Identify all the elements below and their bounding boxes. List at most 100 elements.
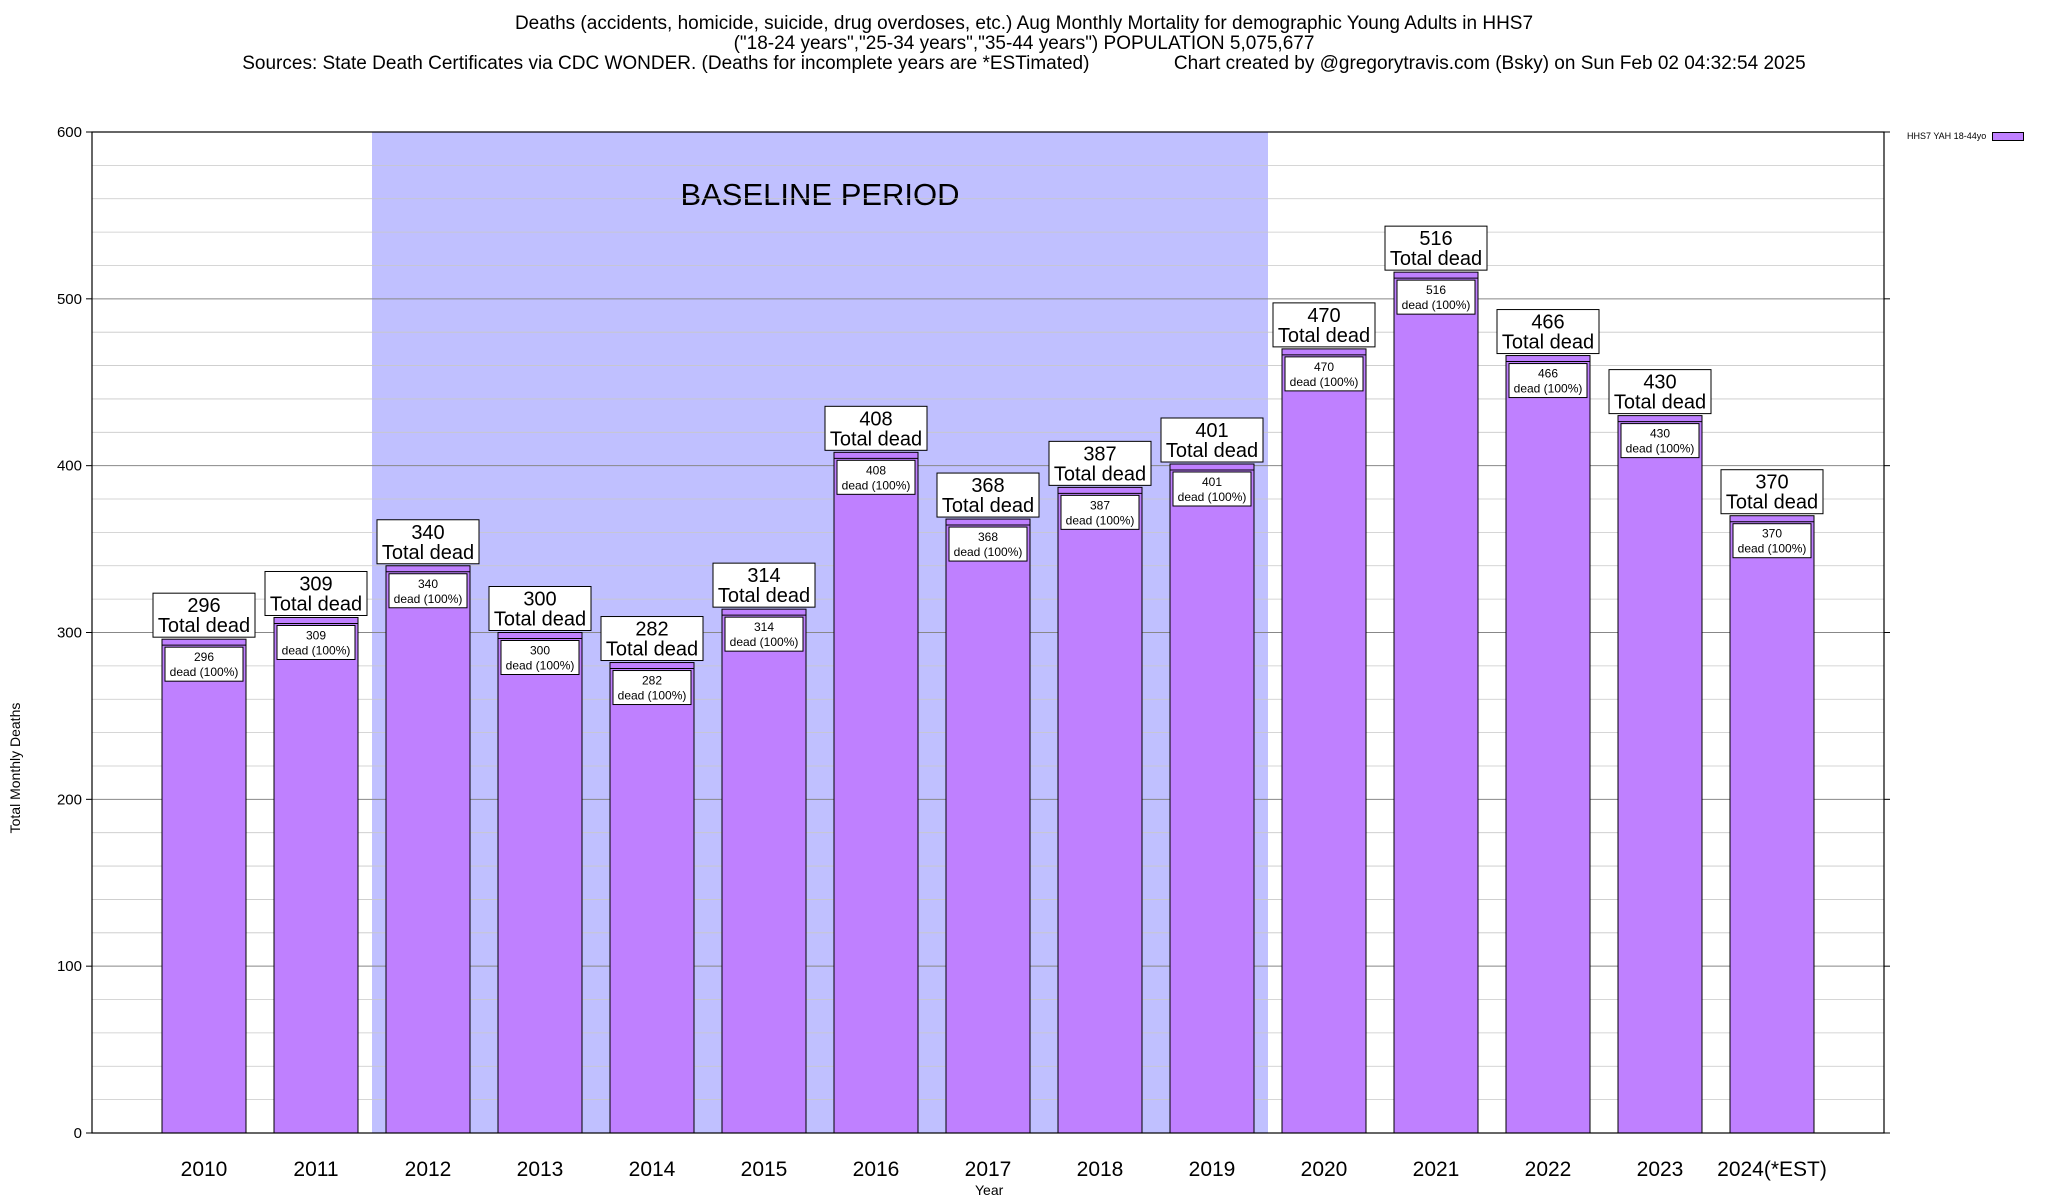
- bar-inner-label-box: [724, 616, 804, 652]
- bar-total-text: Total dead: [1726, 492, 1818, 514]
- bar: [161, 638, 247, 1134]
- plot-frame: [91, 131, 1885, 1134]
- x-tick-label: 2016: [853, 1158, 900, 1181]
- bar-inner-label-box: [1060, 494, 1140, 530]
- bar-total-label-box: [824, 405, 928, 451]
- bar-total-value: 340: [411, 522, 444, 544]
- bar-total-label-box: [1272, 302, 1376, 348]
- bar-total-text: Total dead: [270, 593, 362, 615]
- bar-inner-value: 368: [978, 530, 998, 544]
- y-tick-label: 600: [57, 124, 82, 141]
- bar-inner-percent: dead (100%): [170, 665, 239, 679]
- bar-inner-label-box: [1172, 471, 1252, 507]
- bar-total-label-box: [152, 592, 256, 638]
- bar-inner-label-box: [836, 459, 916, 495]
- bar-inner-value: 466: [1538, 367, 1558, 381]
- bar-total-label-box: [1720, 469, 1824, 515]
- bar-inner-value: 340: [418, 577, 438, 591]
- x-tick-label: 2011: [293, 1158, 338, 1181]
- bar: [833, 451, 919, 1134]
- bar-inner-label-box: [612, 670, 692, 706]
- x-tick-label: 2021: [1413, 1158, 1460, 1181]
- bar: [273, 616, 359, 1134]
- bar-total-text: Total dead: [606, 639, 698, 661]
- chart-title-line-2: ("18-24 years","25-34 years","35-44 year…: [733, 33, 1315, 54]
- bar-inner-label-box: [1396, 279, 1476, 315]
- bar-inner-percent: dead (100%): [1066, 513, 1135, 527]
- bar-inner-label-box: [1732, 523, 1812, 559]
- bar-inner-value: 401: [1202, 475, 1222, 489]
- bar-total-label-box: [264, 570, 368, 616]
- y-tick-label: 400: [57, 458, 82, 475]
- bar-inner-percent: dead (100%): [1290, 375, 1359, 389]
- bar-total-value: 387: [1083, 443, 1116, 465]
- bar-inner-percent: dead (100%): [394, 592, 463, 606]
- bar-total-value: 368: [971, 475, 1004, 497]
- bar-inner-value: 370: [1762, 527, 1782, 541]
- x-tick-label: 2014: [629, 1158, 676, 1181]
- chart-title-line-3: Sources: State Death Certificates via CD…: [242, 53, 1806, 74]
- bar-inner-value: 387: [1090, 498, 1110, 512]
- x-tick-label: 2015: [741, 1158, 788, 1181]
- bar-total-value: 401: [1195, 420, 1228, 442]
- bar-total-text: Total dead: [1054, 463, 1146, 485]
- bar-inner-percent: dead (100%): [1514, 382, 1583, 396]
- legend-label: HHS7 YAH 18-44yo: [1907, 131, 1987, 141]
- bar-total-value: 516: [1419, 228, 1452, 250]
- bar: [1281, 348, 1367, 1134]
- bar-inner-value: 430: [1650, 427, 1670, 441]
- legend-swatch: [1992, 132, 2025, 142]
- bar-total-value: 314: [747, 565, 780, 587]
- x-tick-label: 2022: [1525, 1158, 1572, 1181]
- bar-total-value: 466: [1531, 312, 1564, 334]
- bar-inner-label-box: [276, 624, 356, 660]
- y-tick-label: 100: [57, 958, 82, 975]
- x-tick-label: 2024(*EST): [1717, 1158, 1827, 1181]
- bar-inner-value: 470: [1314, 360, 1334, 374]
- baseline-label: BASELINE PERIOD: [680, 177, 959, 212]
- bar-inner-percent: dead (100%): [618, 689, 687, 703]
- bar: [385, 565, 471, 1134]
- bar-inner-percent: dead (100%): [1738, 542, 1807, 556]
- bar: [1505, 355, 1591, 1134]
- bar-total-text: Total dead: [382, 542, 474, 564]
- bar-total-label-box: [600, 616, 704, 662]
- bar-inner-label-box: [1508, 363, 1588, 399]
- y-axis-label: Total Monthly Deaths: [7, 702, 23, 834]
- bar-total-label-box: [488, 586, 592, 631]
- bar-inner-value: 282: [642, 674, 662, 688]
- bar-inner-percent: dead (100%): [730, 635, 799, 649]
- x-tick-label: 2020: [1301, 1158, 1348, 1181]
- bar-total-text: Total dead: [1502, 332, 1594, 354]
- bar-inner-value: 516: [1426, 283, 1446, 297]
- bar-total-text: Total dead: [1166, 440, 1258, 462]
- x-axis-label: Year: [975, 1182, 1004, 1198]
- x-tick-label: 2010: [181, 1158, 228, 1181]
- bar-inner-label-box: [164, 646, 244, 682]
- x-tick-label: 2012: [405, 1158, 452, 1181]
- bar-total-value: 296: [187, 595, 220, 617]
- x-tick-label: 2019: [1189, 1158, 1236, 1181]
- bar-total-text: Total dead: [494, 609, 586, 631]
- y-tick-label: 500: [57, 291, 82, 308]
- bar-inner-percent: dead (100%): [954, 545, 1023, 559]
- bar-total-text: Total dead: [1278, 325, 1370, 347]
- bar-inner-label-box: [1620, 423, 1700, 459]
- bar-total-label-box: [1048, 440, 1152, 486]
- bar-total-value: 470: [1307, 305, 1340, 327]
- chart-title-line-1: Deaths (accidents, homicide, suicide, dr…: [514, 13, 1534, 34]
- bar: [945, 518, 1031, 1134]
- bar-total-label-box: [712, 562, 816, 608]
- y-tick-label: 0: [74, 1125, 82, 1142]
- bar-total-label-box: [1160, 417, 1264, 463]
- bar: [721, 608, 807, 1134]
- bar: [1617, 415, 1703, 1134]
- bar-total-label-box: [1496, 309, 1600, 355]
- bar-total-text: Total dead: [158, 615, 250, 637]
- y-tick-label: 300: [57, 625, 82, 642]
- bar: [1729, 515, 1815, 1134]
- legend: HHS7 YAH 18-44yo: [1907, 131, 2025, 142]
- bar-inner-percent: dead (100%): [1402, 298, 1471, 312]
- bar: [497, 632, 583, 1134]
- x-tick-label: 2023: [1637, 1158, 1684, 1181]
